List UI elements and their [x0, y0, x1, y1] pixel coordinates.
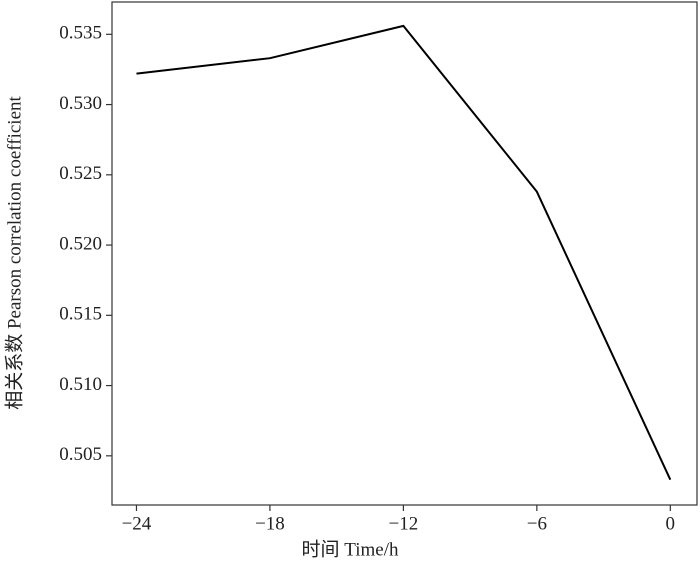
- y-tick-label: 0.525: [59, 163, 102, 184]
- y-tick-label: 0.530: [59, 93, 102, 114]
- x-tick-label: −24: [122, 513, 152, 534]
- y-tick-label: 0.520: [59, 233, 102, 254]
- y-tick-label: 0.505: [59, 444, 102, 465]
- x-tick-label: −18: [255, 513, 285, 534]
- x-tick-label: 0: [666, 513, 676, 534]
- x-axis-label: 时间 Time/h: [302, 538, 399, 560]
- y-tick-label: 0.535: [59, 23, 102, 44]
- x-tick-label: −12: [389, 513, 419, 534]
- y-tick-label: 0.515: [59, 304, 102, 325]
- plot-frame: [111, 1, 698, 506]
- y-axis-label: 相关系数 Pearson correlation coefficient: [3, 95, 25, 409]
- x-tick-label: −6: [527, 513, 547, 534]
- y-tick-label: 0.510: [59, 374, 102, 395]
- data-line: [136, 24, 672, 481]
